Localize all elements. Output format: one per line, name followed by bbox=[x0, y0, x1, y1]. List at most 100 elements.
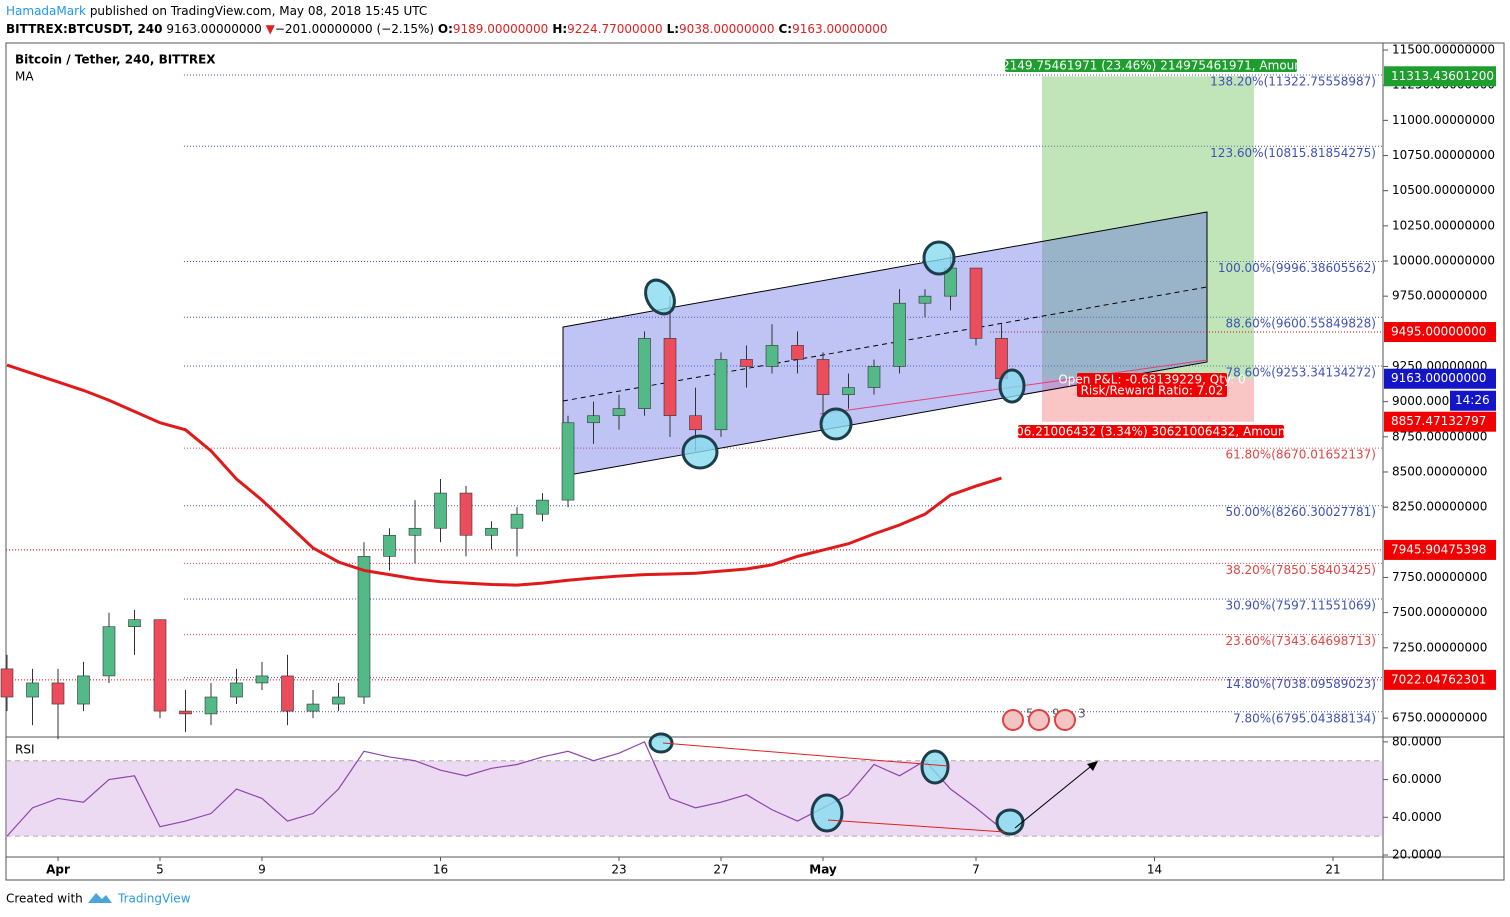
x-tick-label: May bbox=[809, 863, 837, 877]
highlight bbox=[998, 368, 1026, 404]
footer-brand[interactable]: TradingView bbox=[117, 892, 191, 906]
rsi-tick-label: 20.0000 bbox=[1392, 848, 1442, 862]
x-tick-label: Apr bbox=[46, 863, 70, 877]
highlight bbox=[644, 278, 676, 316]
candle-body bbox=[587, 415, 600, 424]
event-icon bbox=[1002, 709, 1024, 731]
ohlc-label: C: bbox=[778, 22, 793, 36]
candle-body bbox=[816, 359, 830, 395]
fib-label: 23.60%(7343.64698713) bbox=[1225, 634, 1376, 648]
candle-body bbox=[408, 527, 422, 536]
candle-body bbox=[714, 359, 728, 431]
fib-label: 123.60%(10815.81854275) bbox=[1210, 146, 1376, 160]
highlight bbox=[922, 240, 956, 276]
candle-body bbox=[612, 408, 626, 417]
x-tick-label: 7 bbox=[972, 863, 980, 877]
price-label-box bbox=[1384, 539, 1496, 560]
price-label: 9495.00000000 bbox=[1391, 325, 1486, 339]
stop-box bbox=[1018, 425, 1284, 438]
candle-body bbox=[255, 675, 269, 684]
price-label: 9163.00000000 bbox=[1391, 371, 1486, 385]
published: published on TradingView.com, May 08, 20… bbox=[89, 4, 428, 18]
candle-body bbox=[153, 619, 167, 712]
candle-body bbox=[204, 696, 218, 715]
y-tick-label: 10750.00000000 bbox=[1392, 148, 1495, 162]
candle-body bbox=[663, 338, 677, 417]
highlight bbox=[920, 749, 950, 785]
ohlc-value: 9038.00000000 bbox=[679, 22, 775, 36]
header-line2: BITTREX:BTCUSDT, 240 9163.00000000 ▼−201… bbox=[6, 22, 892, 36]
ohlc-value: 9224.77000000 bbox=[567, 22, 663, 36]
marks-layer: 11500.0000000011250.0000000011000.000000… bbox=[0, 43, 1496, 877]
candle-body bbox=[791, 345, 804, 360]
ohlc-value: 9189.00000000 bbox=[452, 22, 549, 36]
y-tick-label: 8750.00000000 bbox=[1392, 429, 1487, 443]
fib-label: 78.60%(9253.34134272) bbox=[1225, 366, 1376, 380]
header-line1: HamadaMark published on TradingView.com,… bbox=[6, 4, 427, 18]
candle-body bbox=[689, 415, 702, 431]
fib-label: 61.80%(8670.01652137) bbox=[1225, 448, 1376, 462]
rsi-band bbox=[6, 760, 1383, 837]
highlights bbox=[644, 240, 1026, 836]
target-label: Target: 2149.75461971 (23.46%) 214975461… bbox=[956, 59, 1345, 73]
y-tick-label: 7750.00000000 bbox=[1392, 570, 1487, 584]
fib-label: 138.20%(11322.75558987) bbox=[1210, 74, 1376, 88]
candle-body bbox=[459, 492, 473, 536]
fib-label: 38.20%(7850.58403425) bbox=[1225, 563, 1376, 577]
ohlc-label: H: bbox=[552, 22, 568, 36]
candle-body bbox=[765, 345, 779, 367]
candle-body bbox=[638, 338, 651, 409]
highlight bbox=[810, 793, 844, 833]
pnl-label: Open P&L: -0.68139229, Qty: 0 bbox=[1058, 373, 1245, 387]
x-tick-label: 27 bbox=[713, 863, 728, 877]
event-count: 9 bbox=[1052, 707, 1060, 721]
last: 9163.00000000 bbox=[166, 22, 262, 36]
fib-label: 100.00%(9996.38605562) bbox=[1218, 261, 1376, 275]
candle-body bbox=[230, 682, 243, 698]
arrow-line bbox=[1014, 762, 1096, 829]
y-tick-label: 11000.00000000 bbox=[1392, 113, 1495, 127]
highlight bbox=[681, 434, 719, 470]
y-tick-label: 11500.00000000 bbox=[1392, 43, 1495, 57]
target-box bbox=[1005, 59, 1297, 72]
candle-body bbox=[0, 668, 14, 698]
candle-body bbox=[281, 675, 294, 712]
fib-label: 7.80%(6795.04388134) bbox=[1233, 711, 1376, 725]
y-tick-label: 10250.00000000 bbox=[1392, 218, 1495, 232]
ratio-label: Risk/Reward Ratio: 7.02 bbox=[1081, 384, 1224, 398]
y-tick-label: 7500.00000000 bbox=[1392, 605, 1487, 619]
footer-created: Created with bbox=[6, 892, 83, 906]
author[interactable]: HamadaMark bbox=[6, 4, 86, 18]
event-icon bbox=[1028, 709, 1050, 731]
x-tick-label: 9 bbox=[258, 863, 266, 877]
frame bbox=[5, 42, 1505, 881]
fib-label: 30.90%(7597.11551069) bbox=[1225, 598, 1376, 612]
candle-body bbox=[179, 710, 192, 715]
highlight bbox=[648, 732, 674, 754]
x-tick-label: 21 bbox=[1325, 863, 1340, 877]
divergence-line bbox=[827, 819, 1006, 833]
candle-body bbox=[128, 619, 141, 627]
pnl-box bbox=[1077, 373, 1227, 397]
candle-body bbox=[332, 696, 345, 705]
candle-body bbox=[867, 366, 881, 388]
fib-label: 50.00%(8260.30027781) bbox=[1225, 505, 1376, 519]
y-tick-label: 10500.00000000 bbox=[1392, 183, 1495, 197]
candle-body bbox=[510, 513, 524, 529]
chart-title: Bitcoin / Tether, 240, BITTREX bbox=[15, 53, 216, 67]
x-tick-label: 5 bbox=[156, 863, 164, 877]
change: −201.00000000 (−2.15%) bbox=[274, 22, 435, 36]
y-tick-label: 10000.00000000 bbox=[1392, 254, 1495, 268]
highlight bbox=[995, 808, 1025, 836]
y-tick-label: 7250.00000000 bbox=[1392, 640, 1487, 654]
y-tick-label: 6750.00000000 bbox=[1392, 711, 1487, 725]
price-label: 11313.43601200 bbox=[1391, 69, 1494, 83]
price-label: 7022.04762301 bbox=[1391, 672, 1486, 686]
price-label-box bbox=[1384, 66, 1496, 87]
candle-body bbox=[102, 626, 116, 677]
logo bbox=[88, 893, 112, 903]
candle-body bbox=[969, 267, 983, 339]
candle-body bbox=[918, 295, 932, 304]
symbol: BITTREX:BTCUSDT, 240 bbox=[6, 22, 163, 36]
